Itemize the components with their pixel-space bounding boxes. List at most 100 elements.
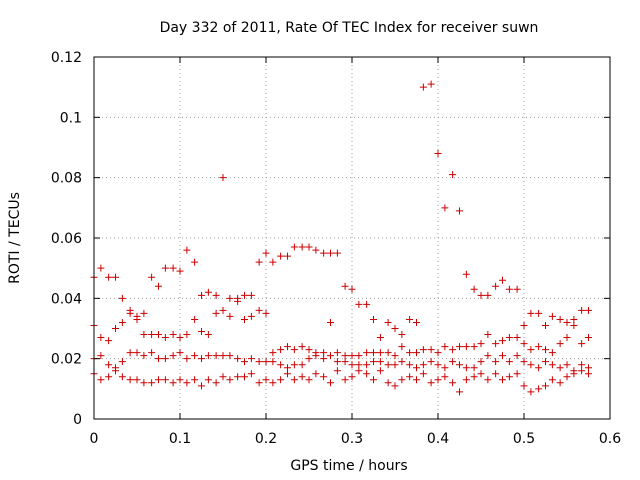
data-point [563,334,571,342]
data-point [542,358,549,366]
data-point [542,382,549,390]
y-tick-label: 0.08 [51,171,82,187]
data-point [505,334,513,342]
data-point [477,370,485,378]
data-point [370,376,377,384]
data-point [441,373,449,381]
data-point [298,243,306,251]
data-point [241,373,248,381]
data-point [269,258,277,266]
y-tick-label: 0 [73,412,82,428]
data-point [290,376,298,384]
chart-title: Day 332 of 2011, Rate Of TEC Index for r… [160,20,539,36]
data-point [105,273,113,281]
data-point [578,340,586,348]
data-point [247,312,255,320]
data-point [413,376,420,384]
data-point [434,376,442,384]
data-point [183,246,191,254]
data-point [226,312,234,320]
data-point [449,358,457,366]
data-point [535,343,543,351]
data-point [406,315,414,323]
data-point [277,361,285,369]
data-point [484,376,492,384]
data-point [462,270,470,278]
data-point [198,382,205,390]
data-point [384,379,392,387]
data-point [462,364,470,372]
data-point [312,352,320,360]
data-point [363,361,371,369]
data-point [398,331,406,339]
series-middle [90,297,592,360]
data-point [161,355,169,363]
series-base [90,367,592,396]
data-point [333,367,341,375]
data-point [255,258,263,266]
data-point [492,340,500,348]
data-point [556,315,564,323]
data-point [585,306,592,314]
data-point [363,349,371,357]
data-point [548,349,556,357]
data-point [269,358,277,366]
data-point [520,358,528,366]
data-point [126,349,134,357]
data-point [348,361,356,369]
x-axis-label: GPS time / hours [290,458,407,474]
data-point [284,364,291,372]
data-point [563,373,571,381]
data-point [477,291,485,299]
data-point [176,334,184,342]
data-point [234,355,242,363]
data-point [320,355,328,363]
data-point [413,318,420,326]
data-point [427,358,435,366]
data-point [112,367,119,375]
data-point [348,373,356,381]
data-point [219,352,227,360]
data-point [226,352,234,360]
data-point [441,204,449,212]
data-point [348,285,356,293]
data-point [333,358,341,366]
data-point [556,340,564,348]
data-point [462,376,470,384]
data-point [320,349,328,357]
data-point [327,318,334,326]
data-point [269,349,277,357]
data-point [333,249,341,257]
data-point [585,370,592,378]
data-point [212,352,220,360]
data-point [348,352,356,360]
data-point [126,376,134,384]
data-point [548,312,556,320]
data-point [578,306,586,314]
data-point [441,364,449,372]
data-point [384,349,392,357]
data-point [391,361,399,369]
data-point [118,358,126,366]
data-point [441,343,449,351]
data-point [305,243,313,251]
data-point [499,352,506,360]
data-point [262,249,270,257]
data-point [161,376,169,384]
data-point [535,364,543,372]
data-point [456,343,463,351]
data-point [456,388,463,396]
data-point [176,267,184,275]
data-point [434,349,442,357]
data-point [204,376,212,384]
data-point [161,334,169,342]
data-point [484,352,492,360]
data-point [169,379,177,387]
data-points [90,80,592,396]
data-point [262,376,270,384]
data-point [370,315,377,323]
data-point [118,294,126,302]
data-point [341,282,349,290]
data-point [499,376,506,384]
data-point [305,346,313,354]
